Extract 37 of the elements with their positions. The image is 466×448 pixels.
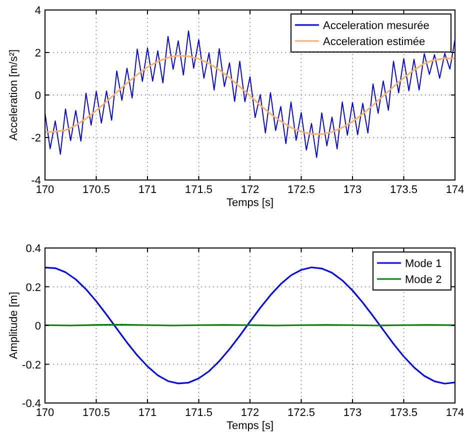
x-tick-label: 172 — [240, 184, 260, 196]
x-tick-label: 172.5 — [287, 407, 316, 419]
x-tick-label: 171 — [138, 407, 157, 419]
x-tick-label: 173 — [343, 407, 362, 419]
y-tick-label: 4 — [34, 5, 41, 17]
x-tick-label: 173.5 — [390, 184, 418, 196]
line-series — [44, 30, 456, 158]
legend-label: Acceleration estimée — [323, 36, 426, 48]
y-tick-label: -0.2 — [22, 359, 41, 372]
x-tick-label: 172.5 — [287, 184, 316, 196]
x-tick-label: 170 — [36, 184, 54, 196]
x-tick-label: 170.5 — [82, 407, 110, 419]
x-tick-label: 171 — [138, 184, 157, 196]
y-tick-label: -2 — [31, 132, 41, 144]
y-tick-label: 0.2 — [26, 282, 41, 294]
line-series — [44, 266, 456, 384]
x-tick-label: 172 — [240, 407, 260, 419]
y-tick-label: 0.4 — [26, 243, 41, 255]
legend-label: Acceleration mesurée — [323, 20, 430, 32]
x-tick-label: 174 — [446, 407, 464, 419]
x-tick-label: 173.5 — [390, 407, 418, 419]
x-tick-label: 170 — [36, 407, 54, 419]
y-axis-title: Acceleration [m/s²] — [8, 49, 20, 141]
y-tick-label: 0 — [34, 320, 41, 332]
x-tick-label: 171.5 — [184, 184, 213, 196]
x-tick-label: 174 — [446, 184, 464, 196]
y-tick-label: 0 — [34, 90, 41, 102]
x-tick-label: 171.5 — [184, 407, 213, 419]
legend-label: Mode 2 — [405, 274, 442, 286]
legend-label: Mode 1 — [405, 258, 442, 270]
x-tick-label: 170.5 — [82, 184, 110, 196]
x-axis-title: Temps [s] — [226, 197, 274, 209]
x-axis-title: Temps [s] — [226, 420, 274, 432]
y-tick-label: 2 — [34, 48, 41, 60]
line-series — [44, 54, 456, 135]
y-axis-title: Amplitude [m] — [8, 292, 20, 360]
x-tick-label: 173 — [343, 184, 362, 196]
